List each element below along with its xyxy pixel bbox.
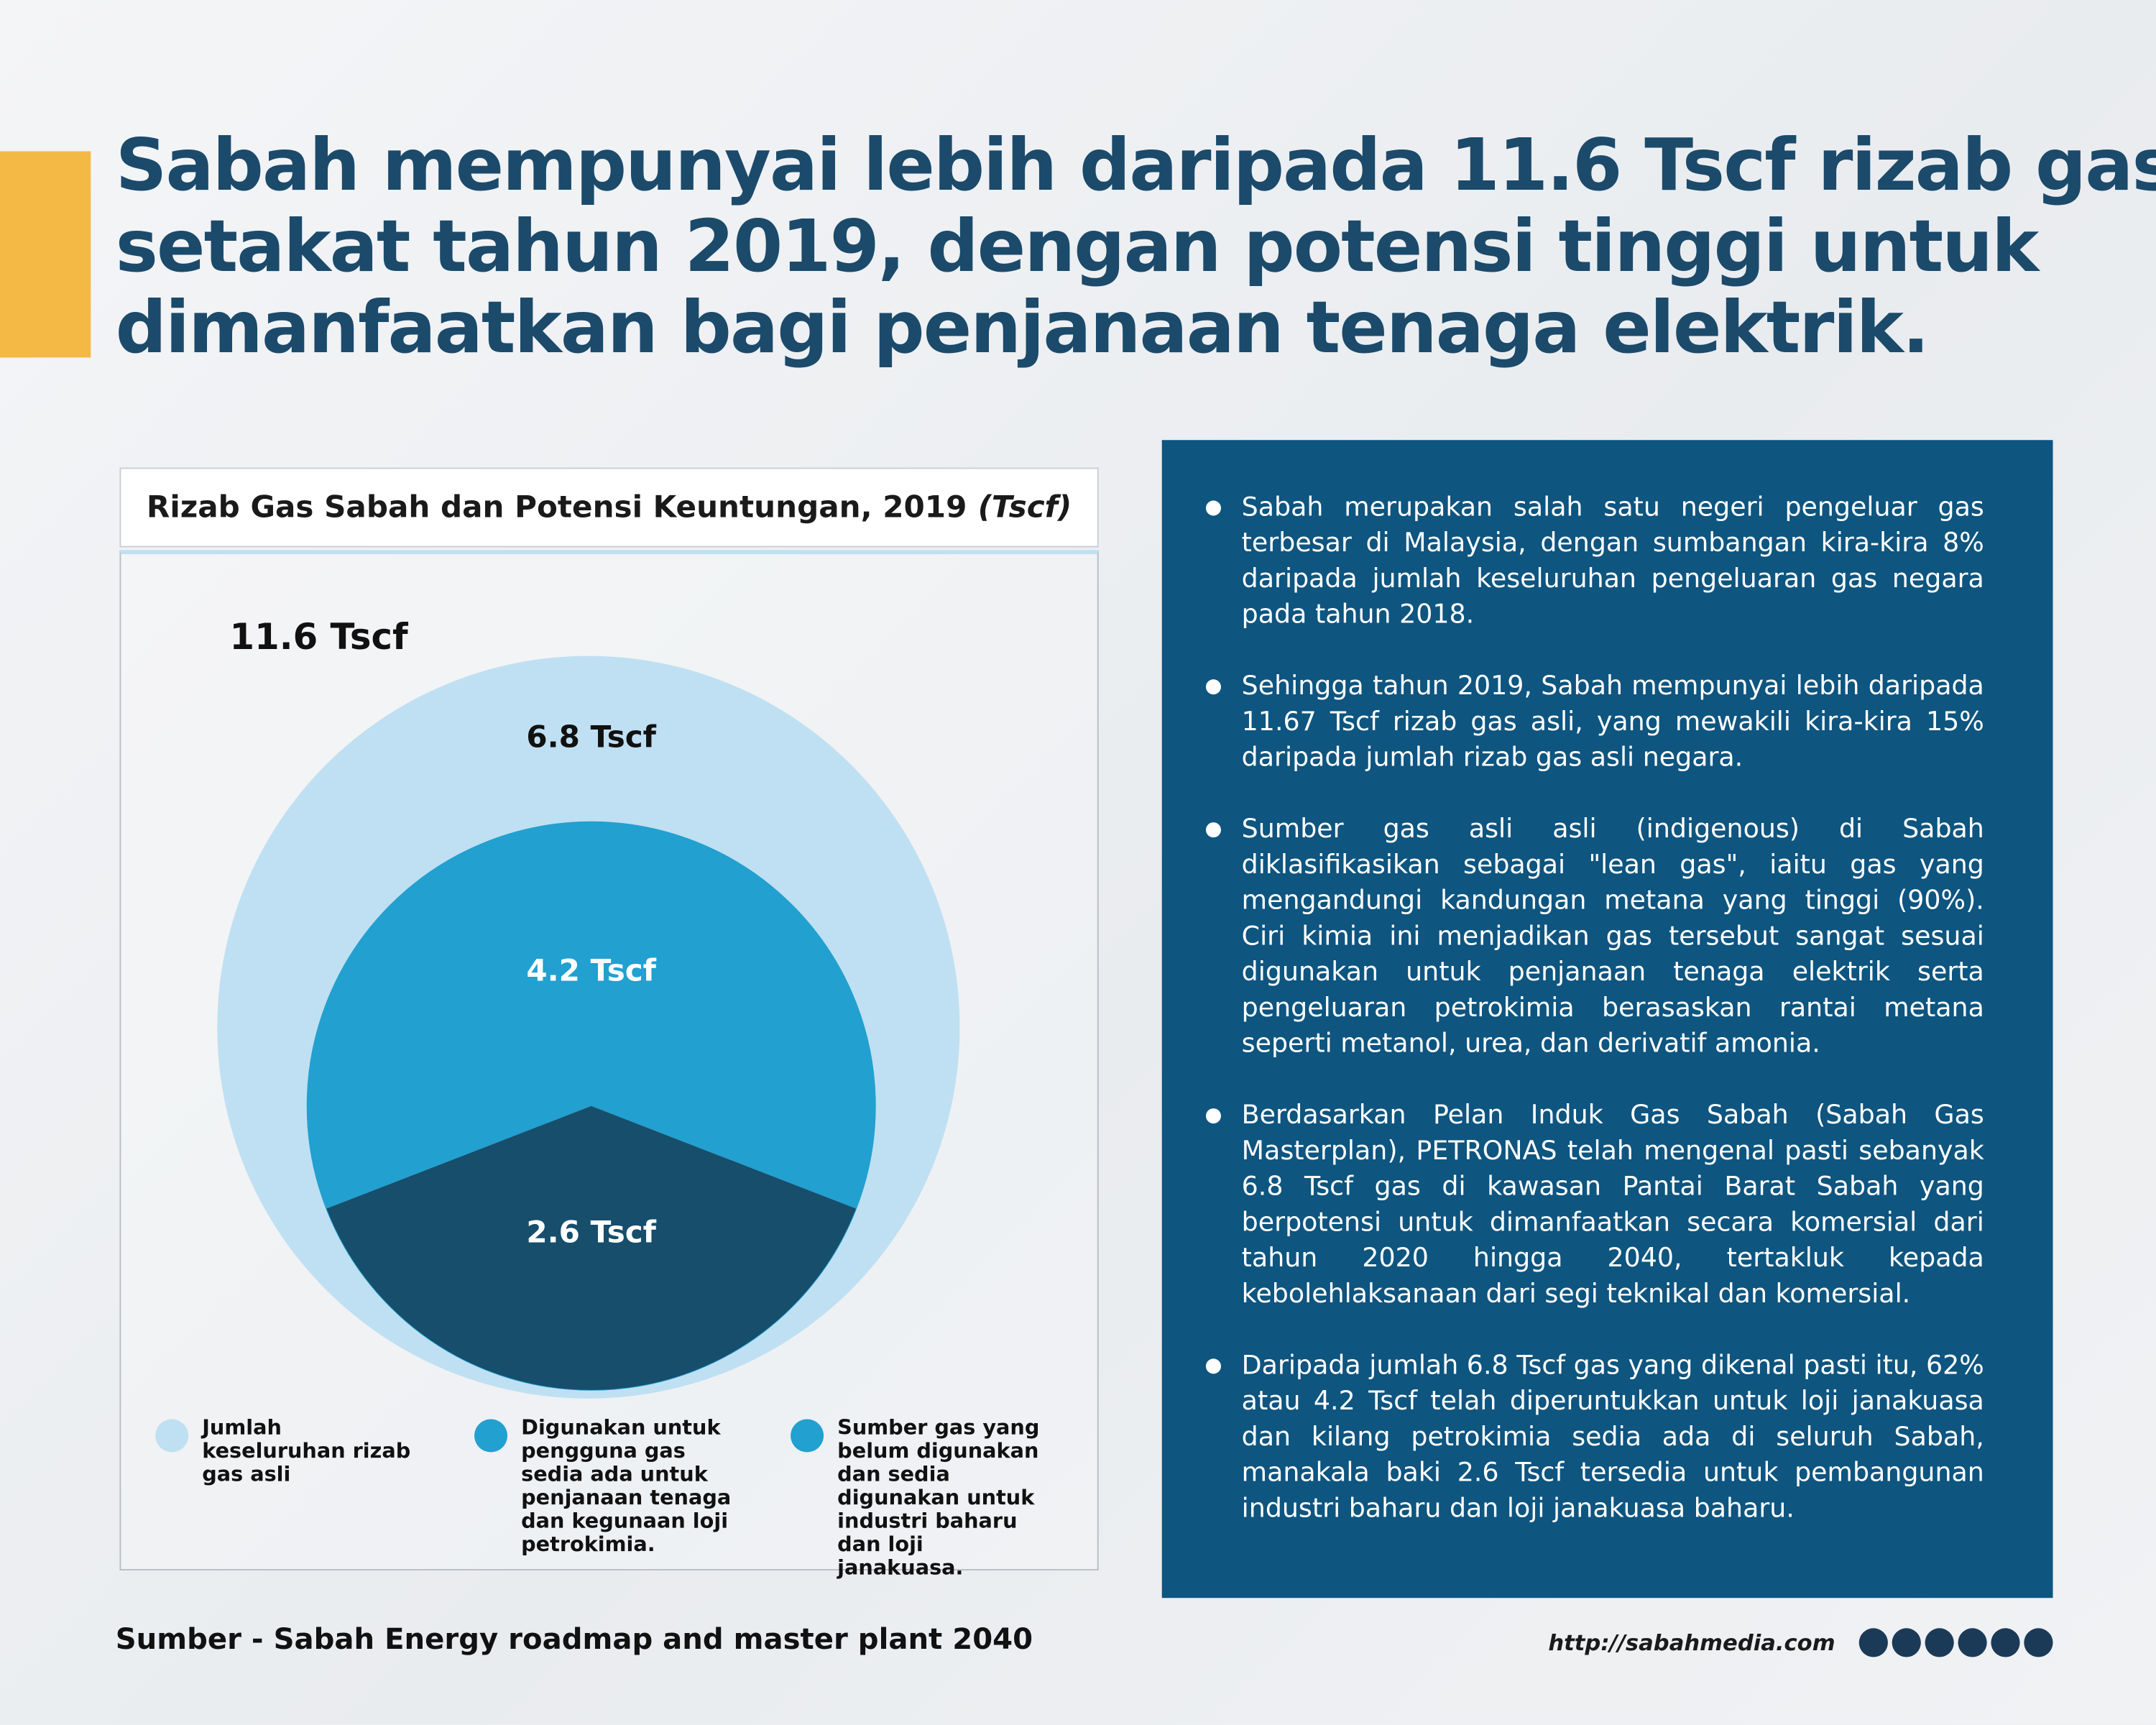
headline: Sabah mempunyai lebih daripada 11.6 Tscf…: [115, 125, 2156, 370]
legend-label: Sumber gas yang belum digunakan dan sedi…: [837, 1414, 1040, 1581]
value-label: 11.6 Tscf: [230, 616, 409, 658]
chart-title-box: Rizab Gas Sabah dan Potensi Keuntungan, …: [119, 467, 1099, 548]
legend-swatch: [474, 1419, 507, 1453]
icon[interactable]: [1958, 1628, 1987, 1657]
icon[interactable]: [1858, 1628, 1888, 1657]
bullet: Sabah merupakan salah satu negeri pengel…: [1205, 489, 1984, 632]
value-label: 6.8 Tscf: [526, 719, 656, 754]
social-icons: [1858, 1628, 2053, 1657]
headline-line: dimanfaatkan bagi penjanaan tenaga elekt…: [115, 287, 1930, 370]
headline-line: setakat tahun 2019, dengan potensi tingg…: [115, 206, 2040, 289]
inner-circle: [306, 821, 876, 1391]
legend-item: Sumber gas yang belum digunakan dan sedi…: [791, 1414, 1052, 1581]
value-label: 4.2 Tscf: [526, 952, 656, 988]
bullet-list: Sabah merupakan salah satu negeri pengel…: [1205, 489, 1984, 1527]
accent-bar: [0, 151, 91, 358]
icon[interactable]: [1892, 1628, 1921, 1657]
legend-item: Digunakan untuk pengguna gas sedia ada u…: [474, 1414, 736, 1557]
legend-swatch: [155, 1419, 189, 1453]
chart-unit: (Tscf): [977, 490, 1072, 525]
source: Sumber - Sabah Energy roadmap and master…: [115, 1622, 1033, 1656]
icon[interactable]: [2024, 1628, 2053, 1657]
icon[interactable]: [1925, 1628, 1954, 1657]
url: http://sabahmedia.com: [1548, 1629, 1835, 1656]
icon[interactable]: [1991, 1628, 2020, 1657]
sector: [326, 1105, 857, 1391]
bullet: Daripada jumlah 6.8 Tscf gas yang dikena…: [1205, 1348, 1984, 1527]
bullet: Sumber gas asli asli (indigenous) di Sab…: [1205, 811, 1984, 1062]
value-label: 2.6 Tscf: [526, 1214, 656, 1249]
chart-title: Rizab Gas Sabah dan Potensi Keuntungan, …: [146, 490, 967, 525]
legend-swatch: [791, 1419, 824, 1453]
legend-item: Jumlah keseluruhan rizab gas asli: [155, 1414, 417, 1487]
legend-label: Jumlah keseluruhan rizab gas asli: [202, 1414, 411, 1487]
headline-line: Sabah mempunyai lebih daripada 11.6 Tscf…: [115, 125, 2156, 208]
bullet: Sehingga tahun 2019, Sabah mempunyai leb…: [1205, 668, 1984, 776]
bullet: Berdasarkan Pelan Induk Gas Sabah (Sabah…: [1205, 1098, 1984, 1312]
legend-label: Digunakan untuk pengguna gas sedia ada u…: [521, 1414, 732, 1557]
info-panel: Sabah merupakan salah satu negeri pengel…: [1161, 440, 2053, 1598]
sector: [307, 822, 876, 1209]
